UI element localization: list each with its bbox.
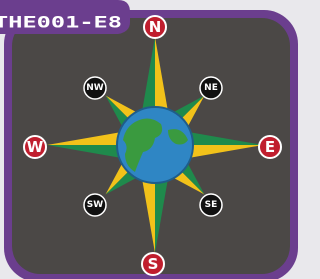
page: N E S W NW NE SW SE THE001-E8 (() => { c… xyxy=(0,0,303,279)
direction-label: S xyxy=(148,255,159,273)
product-image: N E S W NW NE SW SE THE001-E8 xyxy=(0,0,303,279)
direction-label: NE xyxy=(204,83,218,93)
globe xyxy=(117,107,193,183)
direction-label: SE xyxy=(205,200,218,210)
direction-label: N xyxy=(149,18,162,36)
direction-label: E xyxy=(265,138,275,156)
direction-label: NW xyxy=(86,83,104,93)
product-code: THE001-E8 xyxy=(0,13,122,32)
direction-label: W xyxy=(27,138,44,156)
direction-label: SW xyxy=(87,200,103,210)
